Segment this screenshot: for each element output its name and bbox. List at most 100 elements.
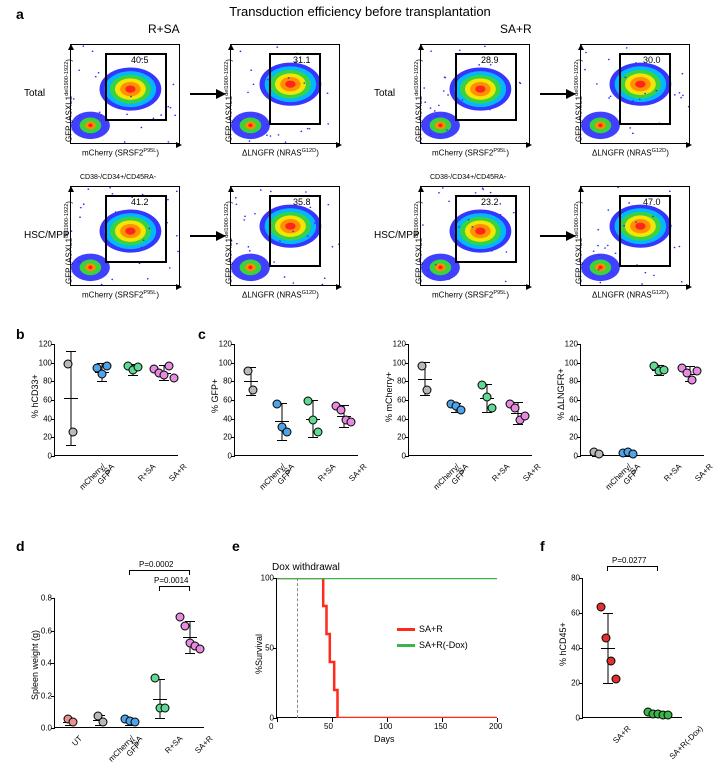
y-tick-line [577,381,581,382]
flow-row-label: Total [374,88,395,99]
category-label: R+SA [316,462,337,483]
y-tick-line [231,344,235,345]
y-tick-line [579,613,583,614]
error-cap [603,683,613,684]
pval-tick [159,586,160,591]
flow-plot: 35.8 [230,186,340,286]
scatter-chart: 020406080100120 [234,344,358,456]
y-tick-line [579,718,583,719]
y-tick-line [577,437,581,438]
axis-arrow [578,186,584,192]
axis-arrow [578,44,584,50]
data-point [272,399,281,408]
y-tick-line [51,437,55,438]
data-point [628,450,637,459]
y-tick-line [405,437,409,438]
x-tick: 200 [489,722,502,731]
category-label: SA+R [693,462,714,483]
pval-bracket [159,586,189,587]
data-point [611,674,620,683]
flow-row-label: HSC/MPP [24,230,70,241]
error-cap [277,440,287,441]
category-label: R+SA [163,734,184,755]
y-axis-label: Spleen weight (g) [30,630,40,700]
data-point [423,385,432,394]
flow-plot: 40.5 [70,44,180,144]
error-cap [66,351,76,352]
data-point [169,373,178,382]
axis-arrow [686,142,692,148]
col-label-sar: SA+R [500,22,532,36]
panel-c-label: c [198,326,206,342]
flow-plot: 47.0 [580,186,690,286]
flow-x-axis: ΔLNGFR (NRASG12D) [242,290,319,300]
data-point [249,385,258,394]
mean-line [153,699,167,700]
data-point [303,396,312,405]
scatter-chart: 020406080100120 [580,344,704,456]
category-label: R+SA [662,462,683,483]
flow-plot: 28.9 [420,44,530,144]
legend-label: SA+R(-Dox) [419,640,468,650]
flow-y-axis: GFP (ASXL1del1900-1922) [224,201,234,284]
axis-arrow [336,142,342,148]
y-axis-label: %Survival [254,634,264,674]
flow-y-axis: GFP (ASXL1del1900-1922) [64,59,74,142]
flow-x-axis: ΔLNGFR (NRASG12D) [242,148,319,158]
y-tick-line [51,400,55,401]
category-label: SA+R [193,734,214,755]
axis-arrow [526,142,532,148]
data-point [456,406,465,415]
data-point [601,634,610,643]
data-point [521,411,530,420]
flow-row-label: HSC/MPP [374,230,420,241]
flow-arrow [190,235,218,237]
gate-value: 40.5 [131,55,149,65]
figure-title: Transduction efficiency before transplan… [200,4,520,19]
data-point [595,450,604,459]
y-tick-line [51,631,55,632]
flow-y-axis: GFP (ASXL1del1900-1922) [414,59,424,142]
error-cap [185,653,195,654]
legend-swatch [397,628,415,631]
y-tick-line [231,419,235,420]
data-point [693,367,702,376]
data-point [511,404,520,413]
y-tick-line [579,683,583,684]
axis-arrow [228,44,234,50]
scatter-chart: 020406080 [582,578,682,718]
axis-arrow [228,186,234,192]
error-cap [513,424,523,425]
y-axis-label: % mCherry+ [384,372,394,422]
data-point [161,703,170,712]
gate-value: 47.0 [643,197,661,207]
pval-tick [189,570,190,575]
axis-arrow [68,186,74,192]
flow-x-axis: mCherry (SRSF2P95L) [82,148,159,158]
flow-arrow [540,235,568,237]
flow-x-axis: mCherry (SRSF2P95L) [432,290,509,300]
data-point [181,622,190,631]
gate-value: 28.9 [481,55,499,65]
y-tick-line [51,598,55,599]
y-tick-line [51,728,55,729]
y-axis-label: % ΔLNGFR+ [556,368,566,420]
y-tick-line [405,363,409,364]
y-tick-line [577,400,581,401]
scatter-chart: 0.00.20.40.60.8 [54,598,204,728]
pval-tick [129,570,130,575]
y-tick-line [577,363,581,364]
flow-arrowhead [566,89,576,99]
panel-e-label: e [232,538,240,554]
scatter-chart: 020406080100120 [408,344,532,456]
category-label: SA+R [347,462,368,483]
data-point [102,362,111,371]
x-tick: 100 [379,722,392,731]
gate-value: 23.2 [481,197,499,207]
axis-arrow [526,284,532,290]
data-point [131,718,140,727]
flow-x-axis: ΔLNGFR (NRASG12D) [592,148,669,158]
x-axis-label: Days [374,734,395,744]
data-point [69,427,78,436]
error-cap [246,395,256,396]
